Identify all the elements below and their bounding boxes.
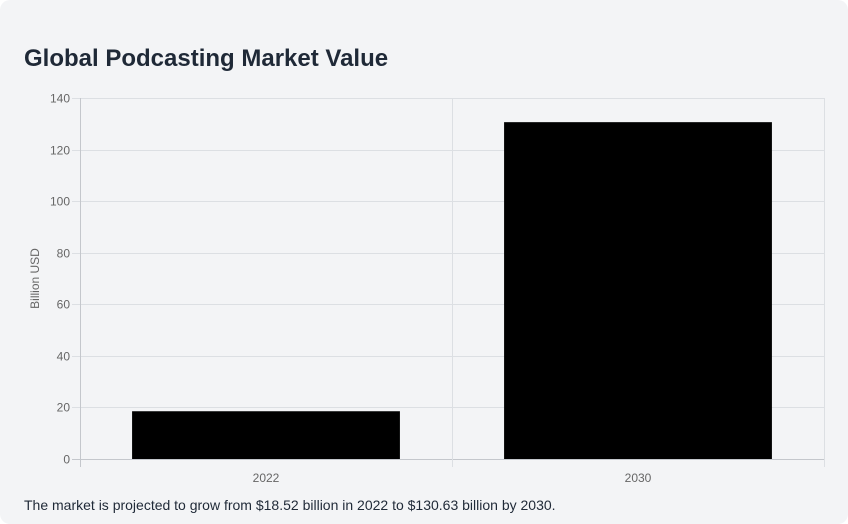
y-tick-label: 140	[50, 92, 70, 106]
bar-2022	[132, 411, 400, 459]
y-tick-label: 80	[57, 247, 71, 261]
y-tick-label: 20	[57, 401, 71, 415]
y-tick-label: 120	[50, 144, 70, 158]
y-tick-label: 0	[63, 453, 70, 467]
chart-title: Global Podcasting Market Value	[24, 45, 389, 72]
grid-layer	[72, 98, 825, 467]
y-tick-label: 60	[57, 298, 71, 312]
bar-2030	[504, 122, 772, 459]
label-layer: 0 20 40 60 80 100 120 140 2022 2030 Billion USD	[28, 92, 652, 486]
y-tick-label: 100	[50, 195, 70, 209]
chart-caption: The market is projected to grow from $18…	[24, 497, 556, 513]
y-tick-label: 40	[57, 350, 71, 364]
x-tick-label: 2030	[625, 471, 652, 485]
bar-layer	[132, 122, 772, 459]
y-axis-title: Billion USD	[28, 248, 42, 309]
x-tick-label: 2022	[253, 471, 280, 485]
